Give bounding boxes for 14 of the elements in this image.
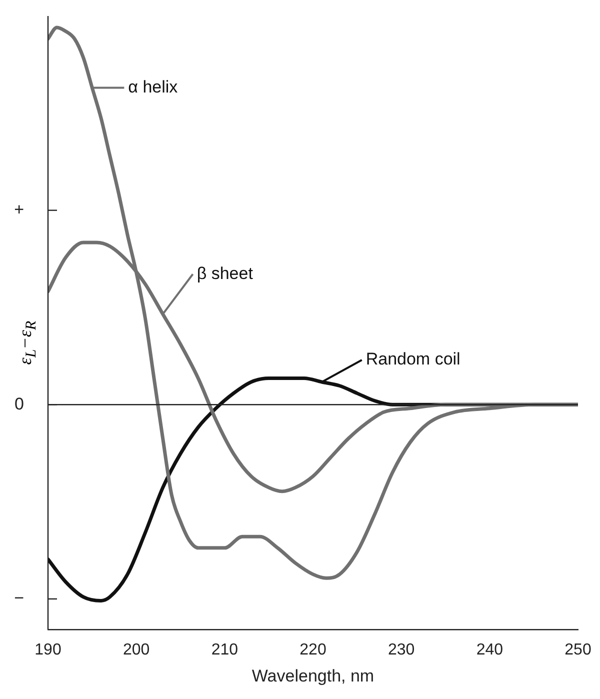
x-tick-label: 230 [388,641,415,658]
legend-label: α helix [128,77,178,96]
legend-label: Random coil [366,350,460,369]
x-tick-label: 240 [476,641,504,658]
x-tick-label: 200 [122,641,150,658]
x-tick-label: 190 [34,641,62,658]
text: + [14,200,24,219]
text: β sheet [196,264,254,283]
x-tick-label: 250 [564,641,592,658]
x-tick-label: 220 [300,641,326,658]
text: 0 [14,394,24,414]
text: − [14,588,24,608]
x-axis-title: Wavelength, nm [252,666,374,686]
x-tick-label: 210 [211,641,238,658]
